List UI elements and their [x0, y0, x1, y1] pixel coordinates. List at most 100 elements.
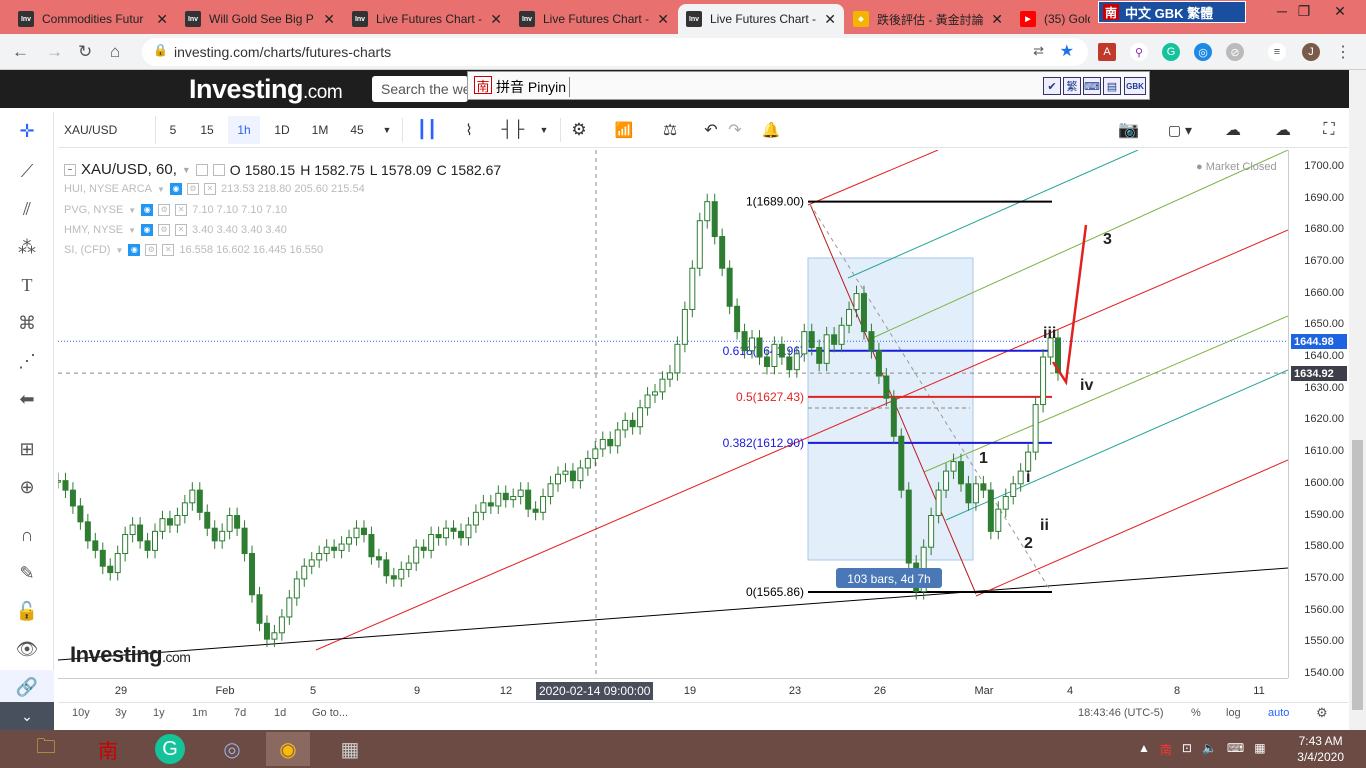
ime-gbk-button[interactable]: GBK [1124, 77, 1146, 95]
forward-icon[interactable]: → [46, 42, 63, 61]
volume-icon[interactable]: 🔈 [1201, 741, 1217, 755]
measure-icon[interactable]: ⊞ [19, 438, 35, 459]
keyboard-icon[interactable]: ⌨ [1083, 77, 1101, 95]
site-search-input[interactable]: Search the we [372, 76, 468, 102]
eye-icon[interactable]: ◉ [169, 183, 182, 195]
eye-icon[interactable]: ◉ [141, 224, 154, 236]
gear-icon[interactable]: ⚙ [1316, 705, 1328, 720]
range-1d[interactable]: 1d [274, 707, 287, 719]
collapse-toolbar-icon[interactable]: ⌄ [0, 702, 54, 730]
range-7d[interactable]: 7d [234, 707, 247, 719]
remove-icon[interactable]: ✕ [203, 183, 216, 195]
ime-tray-icon[interactable]: 南 [1159, 743, 1172, 757]
dictionary-icon[interactable]: ▤ [1103, 77, 1121, 95]
pdf-extension-icon[interactable]: A [1098, 43, 1116, 61]
eye-icon[interactable]: 👁 [15, 638, 39, 659]
gear-icon[interactable]: ⚙ [186, 183, 199, 195]
forecast-icon[interactable]: ⋰ [18, 350, 36, 371]
pattern-icon[interactable]: ⁂ [18, 236, 36, 257]
undo-icon[interactable]: ↶ [704, 122, 718, 139]
chevron-down-icon[interactable]: ▼ [157, 184, 165, 194]
pitchfork-icon[interactable]: ⫽ [22, 198, 32, 219]
range-10y[interactable]: 10y [72, 707, 90, 719]
browser-tab[interactable]: ▶ (35) Gold [1012, 4, 1098, 34]
remove-icon[interactable]: ✕ [175, 204, 188, 216]
close-icon[interactable]: ✕ [991, 10, 1003, 27]
xabcd-pattern-icon[interactable]: ⌘ [18, 312, 36, 333]
investing-logo[interactable]: Investing.com [189, 74, 343, 105]
grammarly-app-icon[interactable]: G [148, 732, 192, 766]
eye-toggle-icon[interactable] [195, 163, 208, 176]
chevron-down-icon[interactable]: ▼ [128, 225, 137, 235]
chevron-down-icon[interactable]: ▼ [181, 164, 191, 175]
checkbox-icon[interactable]: ✔ [1043, 77, 1061, 95]
gear-icon[interactable]: ⚙ [158, 224, 171, 236]
close-icon[interactable]: ✕ [156, 10, 168, 27]
ime-mode-label[interactable]: 拼音 Pinyin [496, 77, 571, 97]
calculator-app-icon[interactable]: ▦ [340, 738, 360, 761]
cloud-upload-icon[interactable]: ☁ [1275, 122, 1291, 139]
collapse-legend-icon[interactable]: − [64, 163, 76, 176]
chart-canvas[interactable]: 1(1689.00) 0.618(1641.96) 0.5(1627.43) 0.38… [58, 150, 1288, 678]
price-axis[interactable]: 1540.00 1550.00 1560.00 1570.00 1580.00 1590.… [1288, 150, 1348, 679]
extension-icon[interactable]: ◎ [1194, 43, 1212, 61]
file-explorer-icon[interactable]: 🗀 [36, 736, 56, 758]
log-toggle[interactable]: log [1226, 707, 1241, 719]
redo-icon[interactable]: ↷ [728, 122, 742, 139]
remove-icon[interactable]: ✕ [175, 224, 188, 236]
reload-icon[interactable]: ↻ [78, 42, 93, 61]
indicators-icon[interactable]: 📶 [614, 122, 634, 139]
remove-icon[interactable]: ✕ [162, 244, 175, 256]
interval-1d[interactable]: 1D [274, 123, 290, 137]
chevron-down-icon[interactable]: ▼ [128, 205, 137, 215]
interval-1m[interactable]: 1M [311, 123, 329, 137]
trendline-icon[interactable]: ⟋ [20, 160, 34, 181]
eye-icon[interactable]: ◉ [141, 204, 154, 216]
back-icon[interactable]: ← [12, 42, 29, 61]
fill-color-picker[interactable]: ▢ ▾ [1167, 121, 1193, 138]
ime-nan-icon[interactable]: 南 [474, 76, 492, 94]
kebab-menu-icon[interactable]: ⋮ [1334, 43, 1352, 61]
settings-toggle-icon[interactable] [212, 163, 225, 176]
search-extension-icon[interactable]: ⚲ [1130, 43, 1148, 61]
zoom-in-icon[interactable]: ⊕ [19, 476, 35, 497]
page-scrollbar[interactable] [1349, 70, 1366, 730]
range-1m[interactable]: 1m [192, 707, 208, 719]
percent-toggle[interactable]: % [1191, 707, 1201, 719]
fullscreen-icon[interactable]: ⛶ [1323, 121, 1335, 138]
ime-title-bar[interactable]: 南 中文 GBK 繁體 [1098, 1, 1246, 23]
keyboard-tray-icon[interactable]: ▦ [1254, 741, 1266, 755]
profile-avatar[interactable]: J [1302, 43, 1320, 61]
interval-45[interactable]: 45 [350, 123, 364, 137]
browser-tab[interactable]: Inv Will Gold See Big P ✕ [177, 4, 343, 34]
minimize-icon[interactable]: ─ [1277, 3, 1287, 19]
gear-icon[interactable]: ⚙ [571, 120, 587, 139]
interval-5[interactable]: 5 [169, 123, 177, 137]
camera-icon[interactable]: 📷 [1118, 120, 1140, 139]
close-icon[interactable]: ✕ [490, 10, 502, 27]
drawing-mode-icon[interactable]: ✎ [19, 562, 35, 583]
tray-expand-icon[interactable]: ▲ [1138, 741, 1150, 755]
back-arrow-icon[interactable]: ⬅ [19, 388, 35, 409]
translate-icon[interactable]: ⇄ [1033, 43, 1044, 58]
gear-icon[interactable]: ⚙ [158, 204, 171, 216]
taskbar-clock[interactable]: 7:43 AM 3/4/2020 [1297, 733, 1344, 765]
magnet-icon[interactable]: ∩ [20, 524, 34, 545]
interval-15[interactable]: 15 [200, 123, 214, 137]
chrome-app-icon[interactable]: ◉ [266, 732, 310, 766]
chevron-down-icon[interactable]: ▼ [115, 245, 124, 255]
link-icon[interactable]: 🔗 [0, 670, 54, 704]
compare-scale-icon[interactable]: ⚖ [662, 122, 678, 139]
auto-toggle[interactable]: auto [1268, 707, 1290, 719]
eye-icon[interactable]: ◉ [128, 244, 141, 256]
network-icon[interactable]: ⊡ [1181, 741, 1192, 755]
grammarly-icon[interactable]: G [1162, 43, 1180, 61]
interval-dropdown-icon[interactable]: ▼ [382, 125, 392, 135]
blocker-extension-icon[interactable]: ⊘ [1226, 43, 1244, 61]
browser-tab[interactable]: Inv Commodities Futur ✕ [10, 4, 176, 34]
ime-app-icon[interactable]: 南 [98, 740, 118, 763]
symbol-search[interactable]: XAU/USD [58, 116, 156, 144]
browser-tab[interactable]: ◆ 跌後評估 - 黃金討論 ✕ [845, 4, 1011, 34]
restore-icon[interactable]: ❐ [1297, 2, 1311, 19]
bookmark-star-icon[interactable]: ★ [1059, 43, 1074, 60]
